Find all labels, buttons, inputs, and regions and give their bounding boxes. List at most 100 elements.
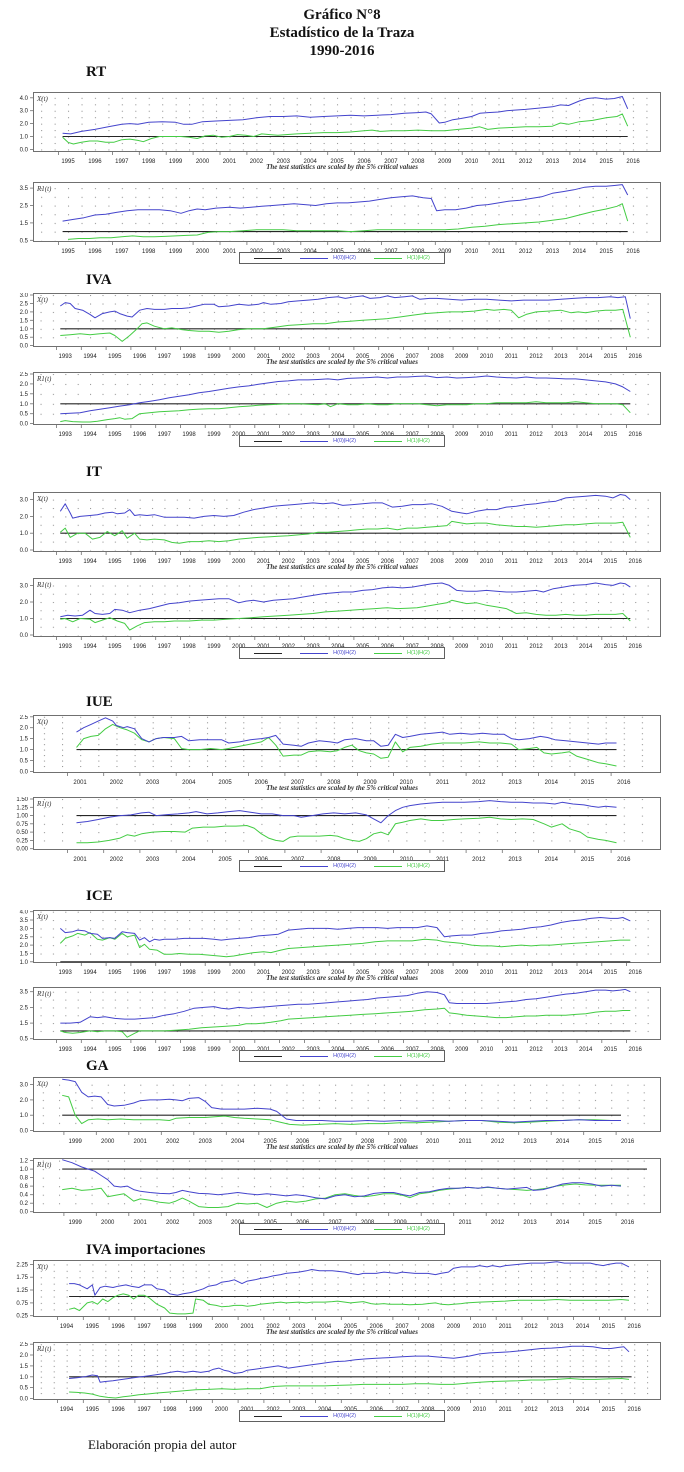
x-tick-label: 1995	[108, 559, 122, 565]
x-tick-label: 2011	[505, 644, 519, 650]
x-tick-label: 2016	[629, 1047, 643, 1053]
x-tick-label: 2013	[546, 249, 560, 255]
series-h0h2	[60, 295, 631, 319]
y-tick-label: 3.5	[20, 918, 29, 924]
x-tick-label: 2004	[182, 857, 196, 863]
x-tick-label: 1999	[69, 1220, 83, 1226]
series-h1h2	[60, 308, 631, 342]
x-tick-label: 2011	[459, 1220, 473, 1226]
legend: H(0)|H(2) H(1)|H(2)	[0, 252, 684, 264]
x-tick-label: 2002	[166, 1220, 180, 1226]
series-h1h2	[60, 1007, 631, 1038]
y-tick-label: 2.5	[20, 372, 29, 378]
grid-dots	[34, 1261, 659, 1316]
series-h1h2	[60, 401, 631, 423]
y-tick-label: 1.50	[16, 797, 28, 803]
plot-border	[33, 1077, 661, 1132]
x-tick-label: 2002	[282, 970, 296, 976]
plot-variable-label: R1(t)	[36, 1345, 52, 1353]
x-tick-label: 2009	[455, 354, 469, 360]
x-tick-label: 2006	[296, 1139, 310, 1145]
y-tick-label: 3.0	[20, 926, 29, 932]
scaling-caption: The test statistics are scaled by the 5%…	[266, 163, 418, 171]
x-tick-label: 2001	[241, 1324, 255, 1330]
y-tick-label: 2.5	[20, 1342, 29, 1348]
x-tick-label: 2013	[550, 1407, 564, 1413]
x-tick-label: 2016	[628, 1407, 642, 1413]
series-h0h2	[62, 96, 629, 135]
x-tick-label: 1993	[59, 559, 73, 565]
x-tick-label: 2005	[356, 970, 370, 976]
plot-border	[33, 92, 661, 152]
x-tick-label: 2003	[306, 559, 320, 565]
x-tick-label: 2012	[519, 249, 533, 255]
x-tick-label: 2016	[629, 644, 643, 650]
x-tick-label: 2004	[182, 780, 196, 786]
y-tick-label: 1.0	[20, 960, 29, 966]
x-tick-label: 1996	[133, 970, 147, 976]
x-tick-label: 2004	[318, 1324, 332, 1330]
y-tick-label: 1.5	[20, 952, 29, 958]
x-tick-label: 2011	[505, 354, 519, 360]
grid-dots	[34, 1078, 659, 1131]
x-tick-label: 2011	[499, 1324, 513, 1330]
legend-item-h0: H(0)|H(2)	[300, 863, 356, 869]
legend-label: H(0)|H(2)	[333, 863, 356, 869]
plot-border	[33, 797, 661, 850]
legend-label: H(1)|H(2)	[407, 1226, 430, 1232]
legend-item-h0: H(0)|H(2)	[300, 650, 356, 656]
x-tick-label: 2013	[523, 1220, 537, 1226]
y-tick-label: 3.5	[20, 186, 29, 192]
legend-item-h0: H(0)|H(2)	[300, 1053, 356, 1059]
x-tick-label: 1999	[207, 644, 221, 650]
y-tick-label: 0.0	[20, 147, 29, 153]
x-tick-label: 1997	[115, 249, 129, 255]
legend-line-swatch-ref	[254, 1228, 283, 1230]
x-tick-label: 1997	[158, 1047, 172, 1053]
x-tick-label: 2009	[363, 780, 377, 786]
x-tick-label: 2015	[600, 249, 614, 255]
y-tick-label: 1.0	[20, 1167, 29, 1173]
legend-line-swatch-h1	[374, 257, 402, 259]
series-h1h2	[59, 932, 631, 958]
plot-variable-label: X(t)	[36, 913, 49, 921]
series-h0h2	[76, 717, 617, 747]
x-tick-label: 1995	[86, 1407, 100, 1413]
y-tick-label: 0.0	[20, 1129, 29, 1135]
legend-line-swatch-h1	[374, 652, 402, 654]
x-tick-label: 2013	[546, 159, 560, 165]
plot-variable-label: X(t)	[36, 296, 49, 304]
x-tick-label: 2015	[604, 354, 618, 360]
x-tick-label: 2016	[626, 159, 640, 165]
x-tick-label: 1998	[182, 432, 196, 438]
y-tick-label: 0.6	[20, 1184, 29, 1190]
x-tick-label: 1996	[133, 354, 147, 360]
series-h1h2	[59, 520, 631, 544]
y-tick-label: 3.0	[20, 1083, 29, 1089]
legend-line-swatch-h0	[300, 1055, 329, 1057]
x-tick-label: 1997	[158, 432, 172, 438]
legend-line-swatch-h1	[374, 440, 402, 442]
x-tick-label: 2003	[292, 1324, 306, 1330]
y-tick-label: 1.0	[20, 327, 29, 333]
legend-label: H(0)|H(2)	[333, 438, 356, 444]
x-tick-label: 2010	[480, 970, 494, 976]
plot-variable-label: X(t)	[36, 495, 49, 503]
x-tick-label: 2012	[529, 970, 543, 976]
x-tick-label: 2010	[480, 354, 494, 360]
x-tick-label: 1993	[59, 1047, 73, 1053]
x-tick-label: 2013	[554, 644, 568, 650]
legend-box: H(0)|H(2) H(1)|H(2)	[239, 1223, 445, 1235]
x-tick-label: 2009	[447, 1407, 461, 1413]
legend-item-h1: H(1)|H(2)	[374, 650, 430, 656]
x-tick-label: 2003	[146, 857, 160, 863]
x-tick-label: 2014	[573, 249, 587, 255]
x-tick-label: 1999	[207, 559, 221, 565]
x-tick-label: 1999	[189, 1324, 203, 1330]
x-tick-label: 1995	[108, 432, 122, 438]
x-tick-label: 2006	[381, 559, 395, 565]
x-tick-label: 1993	[59, 970, 73, 976]
chart-iva-importaciones-r1t: 0.0 0.5 1.0 1.5 2.0 2.5 1994 1995 1996 1997 1998 19…	[20, 1342, 661, 1413]
plot-variable-label: X(t)	[36, 95, 49, 103]
x-tick-label: 2013	[508, 780, 522, 786]
